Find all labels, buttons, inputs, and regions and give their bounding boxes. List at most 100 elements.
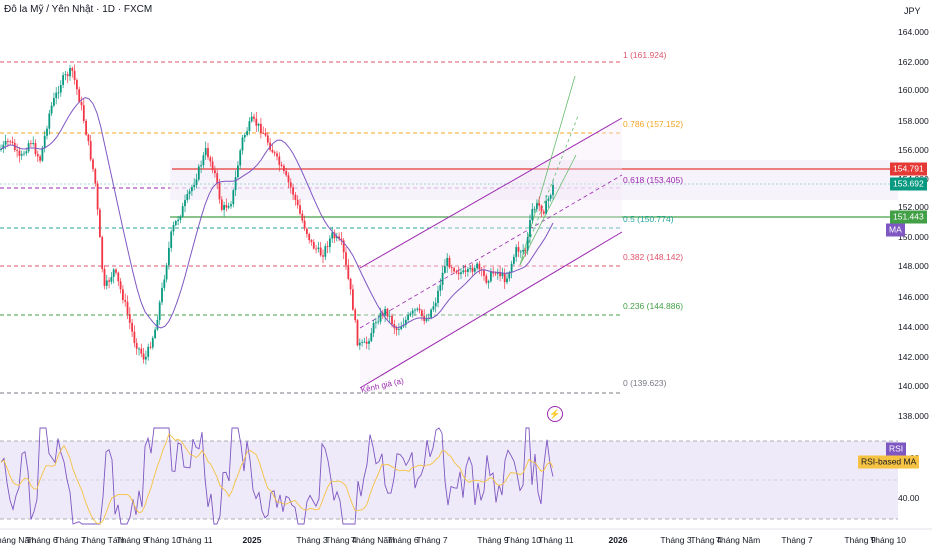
candle <box>352 289 354 310</box>
time-tick: Tháng Năm <box>715 535 761 545</box>
candle <box>365 341 368 344</box>
candle <box>347 264 350 279</box>
time-tick: Tháng 6 <box>26 535 58 545</box>
time-tick: Tháng Năm <box>0 535 37 545</box>
candle <box>271 149 274 153</box>
candle <box>483 269 485 276</box>
candle <box>195 179 198 185</box>
candle <box>296 199 299 206</box>
candle <box>59 84 62 93</box>
time-tick: Tháng 7 <box>416 535 448 545</box>
candle <box>460 272 462 275</box>
ma-tag[interactable]: MA <box>886 223 905 237</box>
candle <box>0 148 2 150</box>
candle <box>94 169 97 184</box>
price-tick: 164.000 <box>898 27 929 37</box>
candle <box>119 281 122 290</box>
candle <box>105 280 108 286</box>
fib-level-label: 0.236 (144.886) <box>623 301 684 311</box>
candle <box>538 203 541 206</box>
rsi-ma-line <box>0 433 554 525</box>
candle <box>30 143 32 144</box>
candle <box>552 185 554 196</box>
rsi-tag[interactable]: RSI <box>886 442 907 456</box>
candle <box>246 131 248 135</box>
rsi-line <box>0 427 554 525</box>
candle <box>499 271 501 277</box>
time-tick: Tháng 10 <box>505 535 541 545</box>
candle <box>430 309 432 318</box>
candle <box>411 310 414 314</box>
candle <box>202 155 205 166</box>
candle <box>39 156 41 161</box>
candle <box>375 322 377 324</box>
candle <box>96 183 99 210</box>
candle <box>243 134 246 138</box>
candle <box>283 165 285 171</box>
candle <box>455 271 458 273</box>
candle <box>216 173 219 183</box>
candle <box>450 267 453 269</box>
candle <box>414 309 416 311</box>
candle <box>345 252 347 265</box>
candle <box>253 116 255 119</box>
candle <box>76 80 78 90</box>
candle <box>549 195 552 199</box>
time-tick: Tháng 4 <box>690 535 722 545</box>
resistance-price-tag: 154.791 <box>890 162 927 176</box>
candle <box>211 161 214 171</box>
fib-level-label: 1 (161.924) <box>623 50 667 60</box>
candle <box>232 190 235 205</box>
candle <box>356 320 359 346</box>
channel-upper[interactable] <box>359 117 623 269</box>
candle <box>170 231 173 248</box>
candle <box>191 187 193 192</box>
time-tick: 2025 <box>242 535 262 545</box>
candle <box>248 121 251 132</box>
candle <box>515 247 518 257</box>
candle <box>110 276 113 282</box>
candle <box>361 341 363 343</box>
price-tick: 142.000 <box>898 352 929 362</box>
candle <box>25 151 28 154</box>
candle <box>285 170 288 176</box>
candle <box>354 309 357 321</box>
rsi-ma-tag[interactable]: RSI-based MA <box>858 455 920 469</box>
fib-level-label: 0.786 (157.152) <box>623 119 684 129</box>
candle <box>312 242 315 249</box>
candle <box>124 299 127 302</box>
candle <box>57 92 60 94</box>
candle <box>319 247 322 256</box>
candle <box>154 329 156 339</box>
candle <box>122 289 124 300</box>
candle <box>317 247 320 250</box>
candle <box>322 255 324 257</box>
candle <box>197 166 200 180</box>
candle <box>349 278 352 290</box>
time-tick: Tháng 9 <box>477 535 509 545</box>
candle <box>138 348 140 350</box>
candle <box>273 152 276 154</box>
currency-label[interactable]: JPY <box>904 6 921 16</box>
lightning-icon[interactable]: ⚡ <box>547 406 563 422</box>
candle <box>262 132 265 134</box>
candle <box>278 156 281 165</box>
candle <box>379 312 382 322</box>
candle <box>179 216 182 220</box>
candle <box>165 265 168 280</box>
candle <box>9 141 12 143</box>
candle <box>184 200 186 207</box>
candle <box>163 279 166 288</box>
channel-lower[interactable] <box>359 231 623 389</box>
candle <box>101 236 104 269</box>
candle <box>404 319 407 325</box>
candle <box>533 208 536 210</box>
candle <box>289 182 292 188</box>
candle <box>36 154 39 157</box>
candle <box>446 257 449 267</box>
candle <box>434 302 437 307</box>
candle <box>329 238 331 248</box>
candle <box>510 263 513 273</box>
candle <box>303 220 306 229</box>
